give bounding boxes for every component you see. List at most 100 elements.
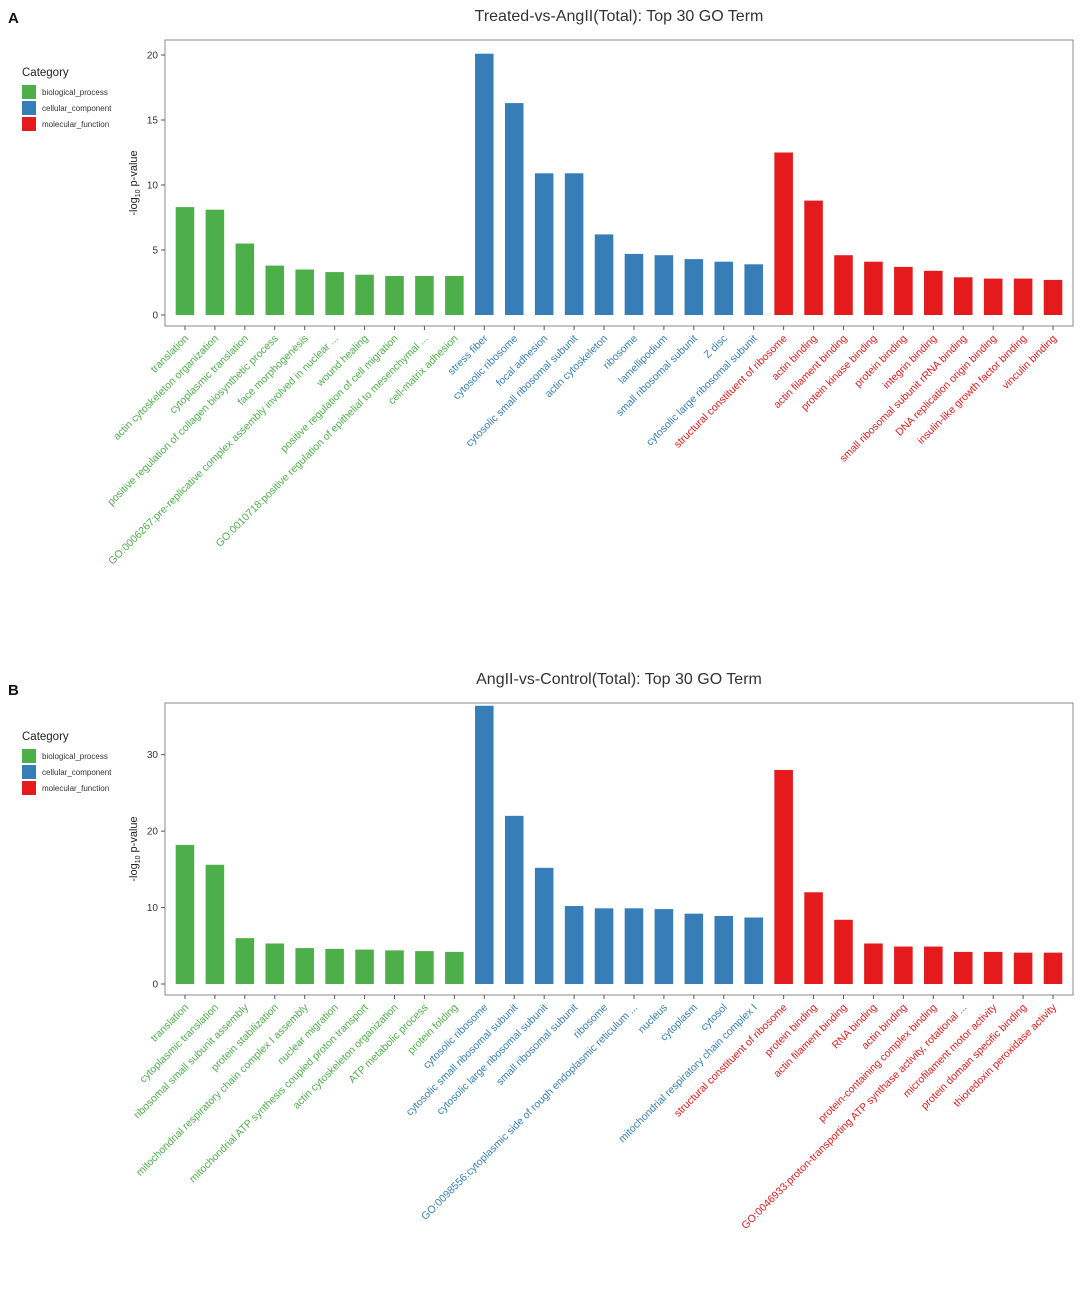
legend-swatch: [22, 117, 36, 131]
x-tick-label: vinculin binding: [1000, 333, 1059, 392]
bar: [295, 948, 314, 984]
bar: [235, 938, 255, 984]
y-tick-label: 10: [147, 903, 159, 914]
bar: [175, 844, 195, 984]
bar: [1043, 279, 1063, 315]
bar: [534, 173, 554, 315]
bar: [564, 906, 584, 984]
y-axis-label: -log10 p-value: [128, 816, 142, 881]
bar: [1043, 952, 1063, 984]
bar: [684, 913, 704, 984]
legend-swatch: [22, 781, 36, 795]
bar: [325, 948, 344, 984]
legend-label: molecular_function: [42, 784, 109, 793]
legend-title: Category: [22, 67, 69, 79]
bar: [714, 261, 734, 315]
bar: [953, 277, 973, 315]
bar: [774, 769, 793, 984]
bar: [983, 951, 1003, 984]
bar: [744, 264, 763, 315]
y-axis-label: -log10 p-value: [128, 150, 142, 215]
bar: [175, 207, 195, 315]
x-tick-label: Z disc: [702, 333, 730, 361]
bar: [953, 951, 973, 984]
bar: [415, 951, 434, 984]
bar: [1013, 952, 1033, 984]
bar: [265, 943, 285, 984]
x-tick-label: cytosolic large ribosomal subunit: [644, 333, 760, 449]
bar: [504, 103, 524, 315]
bar: [475, 705, 494, 984]
bar: [864, 261, 883, 315]
bar: [834, 919, 853, 984]
chart-title: AngII-vs-Control(Total): Top 30 GO Term: [476, 671, 762, 688]
x-tick-label: wound healing: [314, 333, 371, 390]
chart-panel-a: A Treated-vs-AngII(Total): Top 30 GO Term…: [8, 8, 1074, 567]
chart-panel-b: B AngII-vs-Control(Total): Top 30 GO Term…: [8, 671, 1074, 1232]
x-tick-label: insulin-like growth factor binding: [915, 333, 1029, 447]
bar: [1013, 278, 1033, 315]
bar: [894, 266, 913, 315]
legend-label: biological_process: [42, 88, 108, 97]
bar: [445, 951, 464, 984]
chart-title: Treated-vs-AngII(Total): Top 30 GO Term: [475, 8, 764, 25]
x-tick-label: ribosomal small subunit assembly: [131, 1001, 251, 1121]
bar: [594, 908, 614, 984]
bar: [624, 908, 644, 984]
panel-label: A: [8, 10, 19, 27]
bar: [385, 950, 404, 984]
bar: [744, 917, 763, 984]
bar: [445, 276, 464, 315]
y-tick-label: 0: [152, 311, 158, 322]
bar: [594, 234, 614, 315]
y-tick-label: 10: [147, 181, 159, 192]
plot-area: [164, 702, 1074, 996]
bar: [355, 274, 374, 315]
y-tick-label: 0: [152, 980, 158, 991]
bar: [205, 209, 225, 315]
bar: [774, 152, 793, 315]
plot-area: [164, 39, 1074, 327]
legend-title: Category: [22, 731, 69, 743]
legend: Category biological_process cellular_compo…: [22, 731, 112, 795]
bar: [624, 253, 644, 315]
bar: [654, 255, 674, 315]
legend-swatch: [22, 101, 36, 115]
bar: [415, 276, 434, 315]
y-tick-label: 20: [147, 827, 159, 838]
bar: [834, 255, 853, 315]
bar: [714, 915, 734, 984]
bar: [804, 892, 823, 984]
y-tick-label: 5: [152, 246, 158, 257]
bar: [504, 815, 524, 984]
bar: [983, 278, 1003, 315]
bar: [924, 270, 943, 315]
y-tick-label: 20: [147, 51, 159, 62]
bar: [894, 946, 913, 984]
legend-label: biological_process: [42, 752, 108, 761]
legend-label: cellular_component: [42, 768, 112, 777]
bar: [654, 909, 674, 984]
panel-label: B: [8, 682, 19, 699]
legend-swatch: [22, 749, 36, 763]
y-tick-label: 30: [147, 750, 159, 761]
bar: [235, 243, 255, 315]
x-tick-label: mitochondrial respiratory chain complex …: [616, 1002, 759, 1145]
bar: [804, 200, 823, 315]
bar: [325, 272, 344, 315]
bar: [684, 259, 704, 315]
bar: [475, 53, 494, 315]
bar: [205, 864, 225, 984]
y-tick-label: 15: [147, 116, 159, 127]
bar: [355, 949, 374, 984]
legend-label: molecular_function: [42, 120, 109, 129]
legend-swatch: [22, 765, 36, 779]
legend-label: cellular_component: [42, 104, 112, 113]
legend: Category biological_process cellular_compo…: [22, 67, 112, 131]
bar: [564, 173, 584, 315]
bar: [534, 867, 554, 984]
bar: [924, 946, 943, 984]
legend-swatch: [22, 85, 36, 99]
bar: [265, 265, 285, 315]
